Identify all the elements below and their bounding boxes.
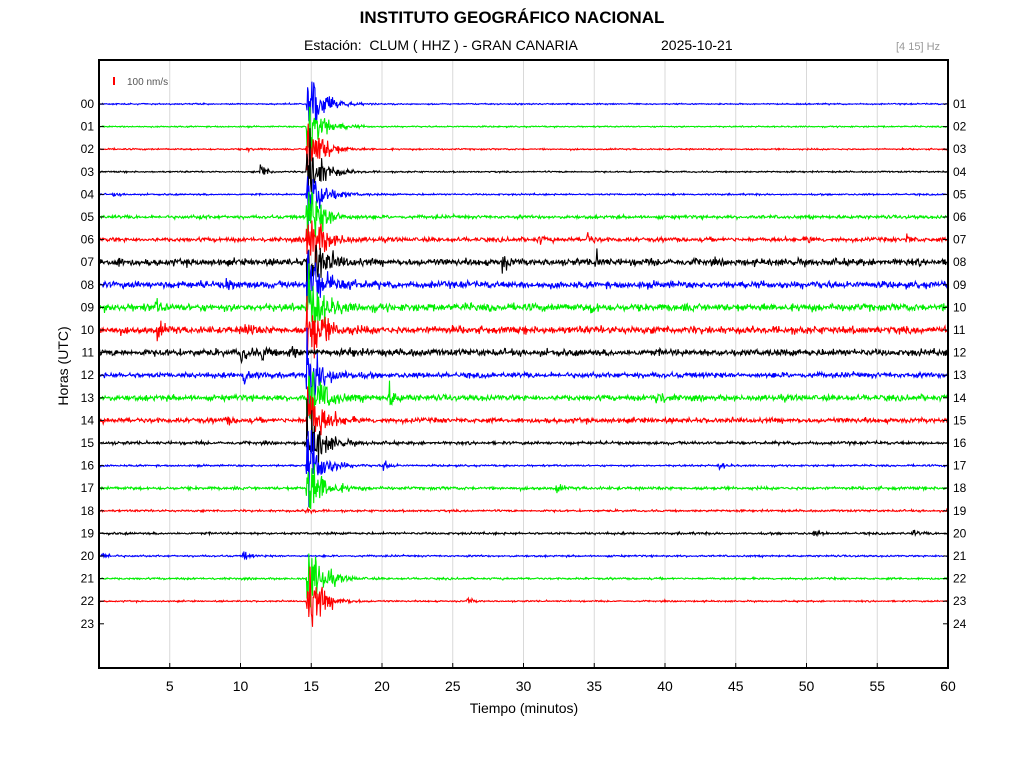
- hour-label-right: 16: [953, 436, 967, 450]
- trace-hour-17: [98, 463, 949, 510]
- hour-label-left: 00: [81, 97, 95, 111]
- trace-hour-15: [98, 399, 949, 463]
- hour-label-left: 23: [81, 617, 95, 631]
- scale-bar-marker: [113, 77, 115, 85]
- trace-hour-18: [98, 506, 949, 515]
- hour-label-left: 11: [82, 346, 95, 360]
- seismic-traces: [98, 81, 949, 627]
- hour-label-left: 13: [81, 391, 95, 405]
- hour-label-left: 21: [81, 572, 95, 586]
- hour-label-left: 09: [81, 300, 95, 314]
- trace-hour-12: [98, 327, 949, 418]
- hour-label-right: 21: [953, 549, 967, 563]
- x-tick-label: 5: [166, 678, 174, 694]
- hour-label-right: 08: [953, 255, 967, 269]
- hour-label-right: 18: [953, 481, 967, 495]
- trace-hour-05: [98, 191, 949, 240]
- trace-hour-09: [98, 263, 949, 325]
- amplitude-scale: 100 nm/s: [113, 77, 168, 88]
- x-axis-label: Tiempo (minutos): [469, 700, 579, 716]
- hour-label-left: 07: [81, 255, 95, 269]
- hour-label-right: 12: [953, 346, 967, 360]
- hour-label-left: 19: [81, 526, 95, 540]
- trace-hour-14: [98, 386, 949, 436]
- grid-lines: [169, 60, 949, 668]
- hour-label-right: 13: [953, 368, 967, 382]
- trace-hour-20: [99, 551, 949, 561]
- trace-hour-08: [98, 250, 949, 303]
- x-tick-label: 55: [869, 678, 885, 694]
- hour-label-left: 04: [81, 187, 95, 201]
- station-label: Estación: CLUM ( HHZ ) - GRAN CANARIA: [304, 37, 578, 53]
- hour-label-right: 03: [953, 142, 967, 156]
- x-tick-label: 60: [940, 678, 956, 694]
- hour-label-left: 15: [81, 436, 95, 450]
- hour-label-right: 07: [953, 233, 967, 247]
- hour-label-right: 23: [953, 594, 967, 608]
- hour-label-left: 05: [81, 210, 95, 224]
- hour-label-right: 15: [953, 413, 967, 427]
- trace-hour-03: [98, 128, 949, 199]
- hour-label-left: 22: [81, 594, 95, 608]
- trace-hour-01: [98, 106, 948, 156]
- hour-label-left: 12: [81, 368, 95, 382]
- hour-label-right: 22: [953, 572, 967, 586]
- x-tick-label: 20: [374, 678, 390, 694]
- hour-label-left: 03: [81, 165, 95, 179]
- hour-label-right: 04: [953, 165, 967, 179]
- hour-label-right: 05: [953, 187, 967, 201]
- hour-label-left: 08: [81, 278, 95, 292]
- hour-label-right: 17: [953, 459, 967, 473]
- hour-label-right: 09: [953, 278, 967, 292]
- trace-hour-16: [98, 430, 949, 508]
- scale-bar-label: 100 nm/s: [127, 77, 168, 88]
- trace-hour-02: [98, 123, 949, 171]
- x-tick-label: 30: [516, 678, 532, 694]
- x-tick-label: 45: [728, 678, 744, 694]
- trace-hour-21: [98, 553, 949, 608]
- hour-label-right: 01: [953, 97, 967, 111]
- trace-hour-06: [98, 220, 949, 269]
- hour-label-left: 06: [81, 233, 95, 247]
- x-tick-label: 10: [233, 678, 249, 694]
- plot-frame: [98, 59, 949, 669]
- x-tick-label: 15: [303, 678, 319, 694]
- x-tick-label: 50: [799, 678, 815, 694]
- hour-label-left: 01: [81, 120, 95, 134]
- trace-hour-10: [98, 295, 949, 359]
- trace-hour-00: [98, 81, 949, 124]
- frequency-band-label: [4 15] Hz: [896, 41, 941, 53]
- hour-label-left: 18: [81, 504, 95, 518]
- trace-hour-04: [98, 176, 949, 234]
- x-tick-label: 40: [657, 678, 673, 694]
- hour-label-right: 02: [953, 120, 967, 134]
- hour-label-left: 17: [81, 481, 95, 495]
- x-tick-label: 35: [586, 678, 602, 694]
- hour-label-left: 14: [81, 413, 95, 427]
- axis-tick-labels: 00 01 02 03 04 05 06 07 08 09 10 11 12 13 14 15 16 17 18 19…: [81, 97, 967, 694]
- trace-hour-19: [98, 529, 949, 538]
- trace-hour-22: [98, 566, 949, 627]
- hour-label-right: 24: [953, 617, 967, 631]
- hour-label-right: 14: [953, 391, 967, 405]
- hour-label-right: 11: [953, 323, 966, 337]
- trace-hour-11: [98, 345, 949, 365]
- hour-label-right: 06: [953, 210, 967, 224]
- date-label: 2025-10-21: [661, 37, 733, 53]
- hour-label-right: 20: [953, 526, 967, 540]
- trace-hour-07: [98, 244, 949, 322]
- hour-label-right: 10: [953, 300, 967, 314]
- hour-label-right: 19: [953, 504, 967, 518]
- hour-label-left: 20: [81, 549, 95, 563]
- chart-title: INSTITUTO GEOGRÁFICO NACIONAL: [359, 8, 665, 27]
- hour-label-left: 16: [81, 459, 95, 473]
- hour-label-left: 10: [81, 323, 95, 337]
- trace-hour-13: [98, 371, 949, 424]
- x-tick-label: 25: [445, 678, 461, 694]
- hour-label-left: 02: [81, 142, 95, 156]
